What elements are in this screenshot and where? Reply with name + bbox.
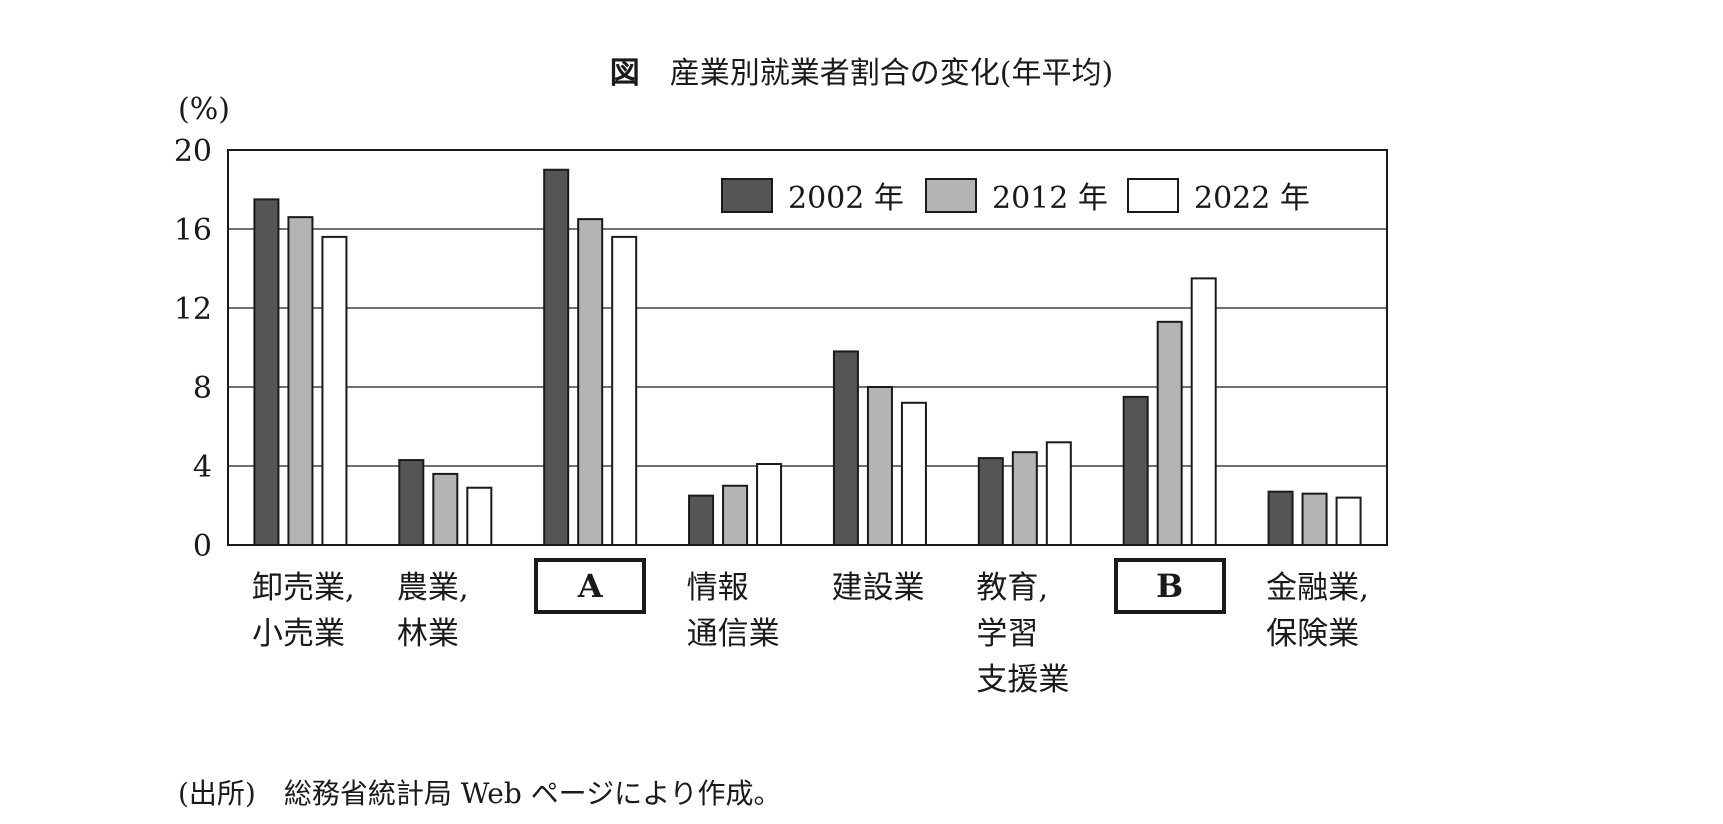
legend-label: 2022 年 (1194, 181, 1310, 216)
bar (866, 386, 893, 546)
x-category-box-label: A (534, 558, 647, 614)
x-category-label: 情報 通信業 (686, 570, 780, 652)
bar (398, 459, 425, 547)
legend-label: 2002 年 (788, 181, 904, 216)
y-tick-label: 20 (174, 134, 212, 169)
legend-swatch (925, 178, 977, 213)
bar (688, 494, 715, 546)
bar (1267, 490, 1294, 546)
y-tick-label: 4 (193, 450, 212, 485)
x-category-label: 教育, 学習 支援業 (976, 570, 1070, 698)
bar (1335, 496, 1362, 547)
bar (722, 484, 749, 546)
x-category-label: 金融業, 保険業 (1266, 570, 1369, 652)
y-tick-label: 12 (174, 292, 212, 327)
bar (611, 235, 638, 546)
bar (1301, 492, 1328, 546)
bar (977, 457, 1004, 547)
x-category-label: 建設業 (831, 570, 925, 606)
bar (1011, 451, 1038, 546)
plot-frame (227, 149, 1388, 546)
bar (756, 463, 783, 546)
x-category-label: 農業, 林業 (396, 570, 469, 652)
bar (432, 472, 459, 546)
bar (1190, 277, 1217, 546)
bar (543, 168, 570, 546)
bar (577, 218, 604, 546)
y-tick-label: 8 (193, 371, 212, 406)
bar (1045, 441, 1072, 546)
bar (1156, 320, 1183, 547)
bar (900, 401, 927, 546)
y-axis-unit-label: (%) (178, 92, 230, 127)
bar (321, 235, 348, 546)
legend-swatch (721, 178, 773, 213)
bar (1122, 395, 1149, 546)
chart-title-text: 産業別就業者割合の変化(年平均) (669, 56, 1114, 91)
y-tick-label: 16 (174, 213, 212, 248)
legend-swatch (1127, 178, 1179, 213)
chart-title-prefix: 図 (609, 56, 640, 91)
legend-label: 2012 年 (992, 181, 1108, 216)
bar (287, 216, 314, 546)
chart-title: 図 産業別就業者割合の変化(年平均) (0, 48, 1723, 92)
bar (832, 350, 859, 547)
x-category-label: 卸売業, 小売業 (252, 570, 355, 652)
y-tick-label: 0 (193, 529, 212, 564)
bar (253, 198, 280, 546)
x-category-box-label: B (1113, 558, 1226, 614)
bar (466, 486, 493, 547)
source-note: (出所) 総務省統計局 Web ページにより作成。 (178, 777, 782, 810)
